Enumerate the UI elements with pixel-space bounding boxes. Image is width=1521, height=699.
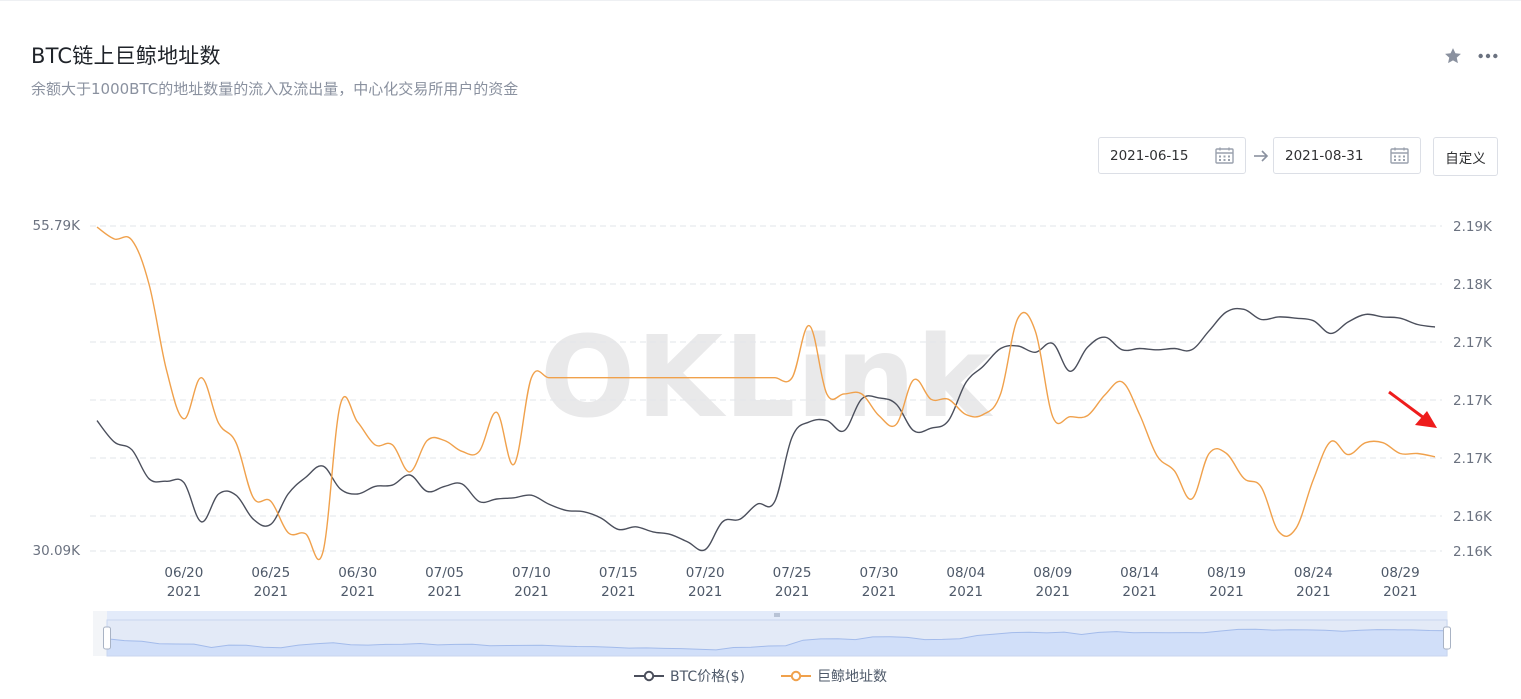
x-tick-year: 2021 [775,584,809,600]
x-tick-date: 06/25 [251,565,290,581]
x-tick-date: 06/30 [338,565,377,581]
y-left-tick-label: 30.09K [32,543,81,559]
x-tick-year: 2021 [1296,584,1330,600]
zoom-area [107,629,1447,656]
y-right-tick-label: 2.19K [1453,219,1493,235]
chart-legend: BTC价格($) 巨鲸地址数 [0,666,1521,686]
y-right-tick-label: 2.16K [1453,509,1493,525]
calendar-icon [1390,147,1409,164]
x-tick-year: 2021 [514,584,548,600]
zoom-line [106,628,1448,651]
x-tick-date: 07/15 [599,565,638,581]
x-tick-year: 2021 [862,584,896,600]
y-axis-right: 2.19K 2.18K 2.17K 2.17K 2.17K 2.16K 2.16K [1453,219,1493,560]
y-right-tick-label: 2.17K [1453,451,1493,467]
x-tick-year: 2021 [1036,584,1070,600]
legend-item-btc-price[interactable]: BTC价格($) [634,666,745,686]
x-tick-year: 2021 [427,584,461,600]
x-tick-date: 07/10 [512,565,551,581]
zoom-handle-right[interactable] [1443,626,1451,650]
series [96,226,1436,561]
zoom-window[interactable] [106,619,1448,657]
y-right-tick-label: 2.17K [1453,393,1493,409]
x-tick-date: 06/20 [164,565,203,581]
legend-line-icon [780,670,811,682]
x-tick-date: 08/14 [1120,565,1159,581]
start-date-value: 2021-06-15 [1110,147,1189,164]
x-tick-date: 08/29 [1381,565,1420,581]
more-icon[interactable] [1477,46,1499,66]
card-top-border [0,0,1521,1]
y-right-tick-label: 2.17K [1453,335,1493,351]
legend-line-icon [634,670,665,682]
header-actions [1443,46,1499,66]
grid-lines [90,225,1442,552]
x-tick-date: 08/09 [1033,565,1072,581]
x-tick-year: 2021 [167,584,201,600]
zoom-drag-grip[interactable] [774,613,780,617]
legend-label-whale-count: 巨鲸地址数 [816,669,887,685]
x-tick-year: 2021 [949,584,983,600]
custom-range-button[interactable]: 自定义 [1433,137,1498,176]
page-subtitle: 余额大于1000BTC的地址数量的流入及流出量，中心化交易所用户的资金 [31,80,519,98]
x-tick-year: 2021 [1122,584,1156,600]
calendar-icon [1215,147,1234,164]
x-axis: 06/20 2021 06/25 2021 06/30 2021 07/05 2021 07/1… [164,565,1419,600]
x-tick-date: 08/04 [946,565,985,581]
legend-item-whale-count[interactable]: 巨鲸地址数 [780,666,887,686]
end-date-input[interactable]: 2021-08-31 [1273,137,1421,174]
legend-label-btc-price: BTC价格($) [670,669,745,685]
page-title: BTC链上巨鲸地址数 [31,44,221,68]
x-tick-date: 08/24 [1294,565,1333,581]
data-zoom-slider[interactable] [93,611,1451,657]
x-tick-year: 2021 [340,584,374,600]
series-line-btc-price [96,307,1436,552]
x-tick-year: 2021 [601,584,635,600]
star-icon[interactable] [1443,46,1463,66]
x-tick-date: 08/19 [1207,565,1246,581]
x-tick-date: 07/05 [425,565,464,581]
arrow-right-icon [1254,150,1269,162]
end-date-value: 2021-08-31 [1285,147,1364,164]
y-left-tick-label: 55.79K [32,218,81,234]
y-right-tick-label: 2.16K [1453,544,1493,560]
series-line-whale-count [96,226,1436,561]
annotation-arrow [1388,390,1437,428]
x-tick-date: 07/25 [773,565,812,581]
start-date-input[interactable]: 2021-06-15 [1098,137,1246,174]
x-tick-year: 2021 [1209,584,1243,600]
y-axis-left: 55.79K 30.09K [32,218,81,559]
x-tick-date: 07/20 [686,565,725,581]
x-tick-year: 2021 [688,584,722,600]
x-tick-date: 07/30 [859,565,898,581]
zoom-handle-left[interactable] [103,626,111,650]
x-tick-year: 2021 [254,584,288,600]
x-tick-year: 2021 [1383,584,1417,600]
y-right-tick-label: 2.18K [1453,277,1493,293]
